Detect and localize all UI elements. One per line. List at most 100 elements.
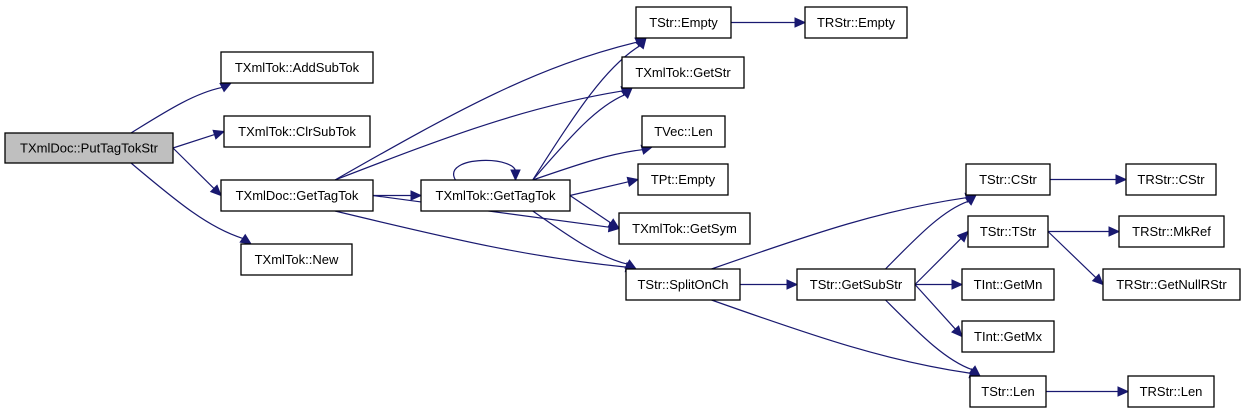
edge-txmltok-gettagtok-to-txmltok-getsym (569, 195, 621, 230)
node-box (4, 132, 174, 164)
edge-line (1047, 231, 1097, 278)
edge-txmltok-gettagtok-to-tstr-empty (532, 37, 647, 181)
edge-line (914, 284, 956, 330)
edge-line (532, 45, 641, 181)
node-trstr-empty[interactable]: TRStr::Empty (804, 6, 908, 39)
arrowhead-icon (607, 218, 621, 230)
arrowhead-icon (1117, 386, 1130, 397)
edge-line (569, 181, 629, 197)
arrowhead-icon (951, 279, 964, 290)
node-box (961, 268, 1055, 301)
edge-txmltok-gettagtok-to-txmltok-gettagtok (453, 159, 521, 182)
node-tpt-empty[interactable]: TPt::Empty (637, 163, 729, 196)
node-label: TVec::Len (654, 124, 713, 139)
edge-tstr-getsubstr-to-tint-getmn (915, 279, 964, 290)
node-trstr-len[interactable]: TRStr::Len (1127, 375, 1215, 408)
arrowhead-icon (212, 129, 226, 140)
node-box (804, 6, 908, 39)
node-tint-getmn[interactable]: TInt::GetMn (961, 268, 1055, 301)
node-tint-getmx[interactable]: TInt::GetMx (961, 320, 1055, 353)
edge-tstr-splitonch-to-tstr-getsubstr (740, 279, 799, 290)
node-trstr-getnullrstr[interactable]: TRStr::GetNullRStr (1102, 268, 1241, 301)
edge-txmldoc-puttagtokstr-to-txmldoc-gettagtok (172, 147, 222, 197)
node-txmldoc-gettagtok[interactable]: TXmlDoc::GetTagTok (220, 179, 374, 212)
node-trstr-cstr[interactable]: TRStr::CStr (1125, 163, 1217, 196)
node-label: TXmlTok::GetStr (635, 65, 731, 80)
edge-line (532, 210, 628, 265)
node-txmltok-clrsubtok[interactable]: TXmlTok::ClrSubTok (223, 115, 371, 148)
arrowhead-icon (1115, 174, 1128, 185)
arrowhead-icon (219, 82, 233, 93)
arrowhead-icon (620, 87, 633, 100)
arrowhead-icon (951, 325, 963, 338)
node-tstr-getsubstr[interactable]: TStr::GetSubStr (796, 268, 916, 301)
edge-line (334, 41, 638, 181)
node-label: TRStr::GetNullRStr (1116, 277, 1227, 292)
node-tstr-len[interactable]: TStr::Len (969, 375, 1047, 408)
node-box (220, 51, 374, 84)
edge-line (914, 238, 962, 285)
edge-txmldoc-gettagtok-to-txmltok-gettagtok (373, 190, 423, 201)
arrowhead-icon (1091, 273, 1104, 286)
node-label: TRStr::MkRef (1132, 224, 1211, 239)
node-box (240, 243, 353, 276)
node-box (1118, 215, 1225, 248)
node-label: TStr::CStr (979, 172, 1037, 187)
node-tstr-empty[interactable]: TStr::Empty (635, 6, 732, 39)
node-txmltok-addsubtok[interactable]: TXmlTok::AddSubTok (220, 51, 374, 84)
edge-line (569, 195, 612, 224)
node-txmltok-getsym[interactable]: TXmlTok::GetSym (618, 212, 751, 245)
node-label: TRStr::CStr (1137, 172, 1205, 187)
node-label: TStr::TStr (980, 224, 1037, 239)
edge-line (334, 210, 627, 268)
edge-txmldoc-puttagtokstr-to-txmltok-clrsubtok (172, 129, 226, 149)
node-box (1127, 375, 1215, 408)
node-box (621, 56, 745, 89)
node-txmltok-gettagtok[interactable]: TXmlTok::GetTagTok (420, 179, 571, 212)
node-txmltok-new[interactable]: TXmlTok::New (240, 243, 353, 276)
node-box (796, 268, 916, 301)
node-label: TStr::Len (981, 384, 1034, 399)
node-label: TRStr::Empty (817, 15, 896, 30)
node-box (625, 268, 741, 301)
edge-line (453, 159, 517, 181)
node-trstr-mkref[interactable]: TRStr::MkRef (1118, 215, 1225, 248)
arrowhead-icon (1108, 226, 1121, 237)
node-tvec-len[interactable]: TVec::Len (641, 115, 726, 148)
edge-txmldoc-gettagtok-to-txmltok-getstr (334, 86, 634, 181)
edge-line (885, 200, 969, 270)
node-txmldoc-puttagtokstr[interactable]: TXmlDoc::PutTagTokStr (4, 132, 174, 164)
node-box (635, 6, 732, 39)
edge-line (885, 299, 973, 371)
node-box (1125, 163, 1217, 196)
edge-tstr-getsubstr-to-tstr-tstr (914, 230, 969, 285)
node-label: TXmlTok::GetTagTok (436, 188, 556, 203)
node-label: TStr::SplitOnCh (637, 277, 728, 292)
node-box (618, 212, 751, 245)
node-tstr-splitonch[interactable]: TStr::SplitOnCh (625, 268, 741, 301)
node-label: TXmlTok::New (255, 252, 339, 267)
edge-tstr-getsubstr-to-tstr-len (885, 299, 981, 377)
edge-line (532, 94, 625, 181)
node-box (969, 375, 1047, 408)
node-tstr-cstr[interactable]: TStr::CStr (965, 163, 1051, 196)
arrowhead-icon (794, 17, 807, 28)
edge-line (711, 197, 967, 270)
arrowhead-icon (964, 194, 977, 206)
node-box (637, 163, 729, 196)
node-label: TXmlTok::ClrSubTok (238, 124, 356, 139)
node-txmltok-getstr[interactable]: TXmlTok::GetStr (621, 56, 745, 89)
node-label: TInt::GetMn (974, 277, 1043, 292)
node-box (967, 215, 1049, 248)
node-box (223, 115, 371, 148)
edge-txmldoc-puttagtokstr-to-txmltok-addsubtok (130, 82, 233, 134)
arrowhead-icon (956, 230, 969, 243)
node-box (220, 179, 374, 212)
edge-line (130, 162, 243, 239)
node-tstr-tstr[interactable]: TStr::TStr (967, 215, 1049, 248)
arrowhead-icon (239, 233, 253, 245)
node-box (965, 163, 1051, 196)
node-label: TInt::GetMx (974, 329, 1042, 344)
